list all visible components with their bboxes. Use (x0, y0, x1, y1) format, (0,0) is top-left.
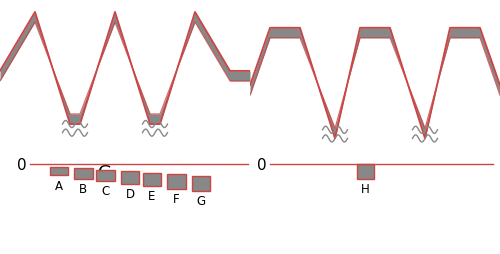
Bar (74, 169, 92, 179)
Bar (50, 167, 68, 176)
Text: C: C (102, 184, 110, 197)
Text: H: H (361, 182, 370, 195)
Text: 0: 0 (258, 157, 267, 172)
Bar (168, 175, 186, 189)
Bar (96, 170, 114, 181)
Text: A: A (55, 179, 63, 192)
Text: 0: 0 (18, 157, 27, 172)
Bar (192, 176, 210, 192)
Bar (121, 172, 139, 184)
Bar (143, 173, 161, 186)
Text: D: D (126, 187, 134, 200)
Text: F: F (173, 192, 180, 205)
Bar (356, 165, 374, 179)
Text: G: G (98, 164, 112, 182)
Text: G: G (196, 195, 205, 208)
Text: E: E (148, 189, 156, 202)
Text: B: B (80, 182, 88, 195)
